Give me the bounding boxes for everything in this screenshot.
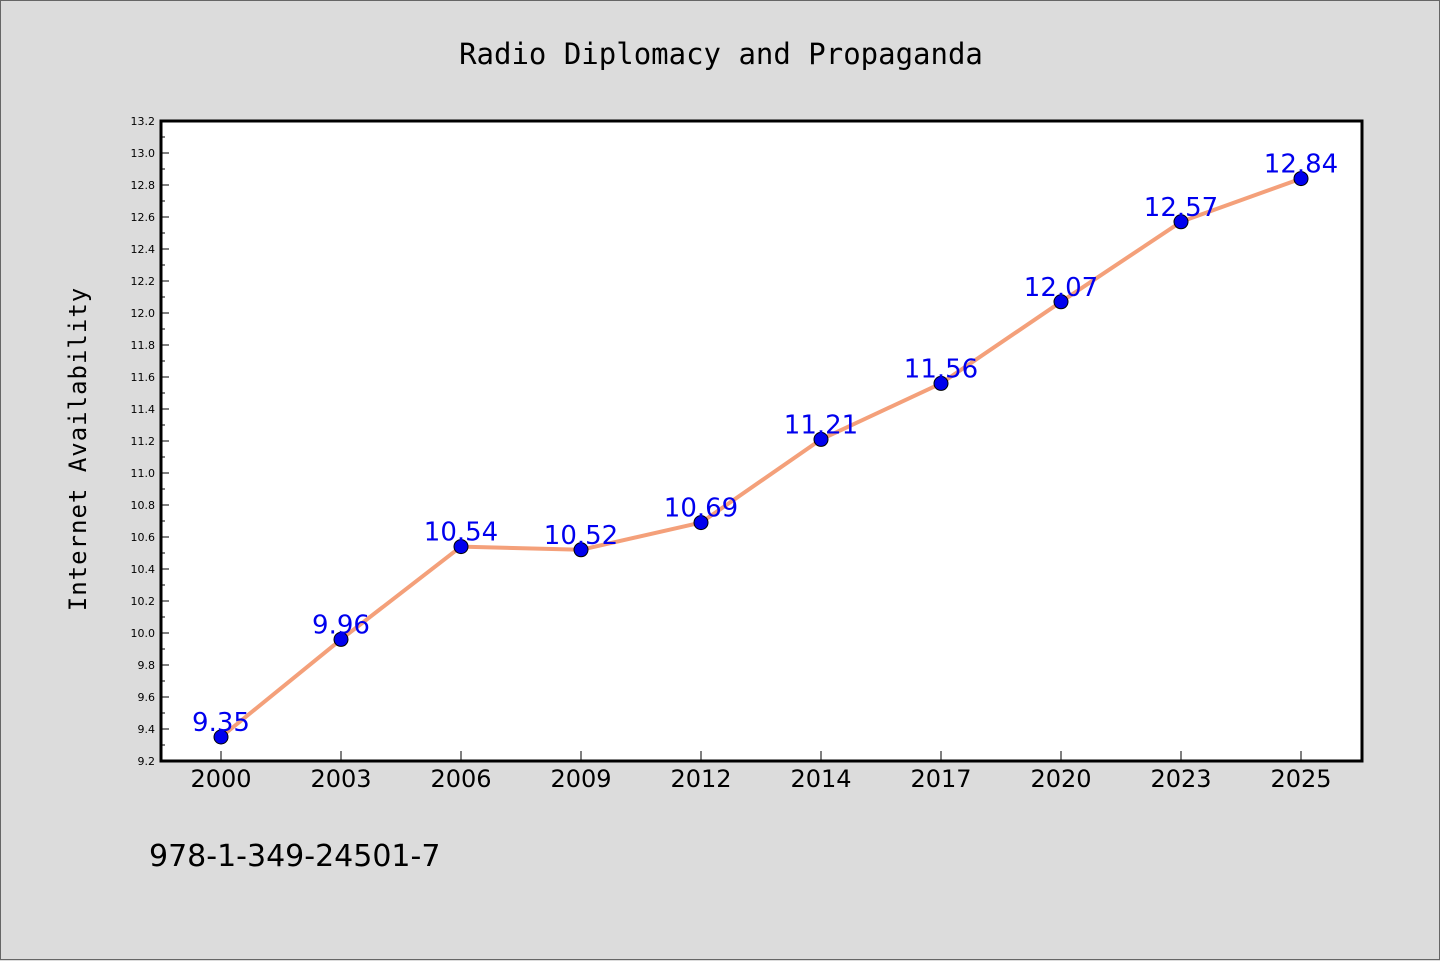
y-tick-label: 12.6 xyxy=(131,211,156,224)
y-tick-label: 12.0 xyxy=(131,307,156,320)
y-tick-label: 10.0 xyxy=(131,627,156,640)
data-point xyxy=(1293,171,1309,187)
data-point xyxy=(693,515,709,531)
data-point xyxy=(1053,294,1069,310)
y-tick-label: 10.8 xyxy=(131,499,156,512)
y-tick-label: 11.6 xyxy=(131,371,156,384)
data-label: 9.35 xyxy=(192,708,250,738)
y-tick-label: 12.2 xyxy=(131,275,156,288)
data-label: 10.69 xyxy=(664,494,738,524)
chart-title: Radio Diplomacy and Propaganda xyxy=(459,37,983,71)
data-label: 12.84 xyxy=(1264,150,1338,180)
data-point xyxy=(333,631,349,647)
x-tick-label: 2020 xyxy=(1030,765,1091,793)
y-tick-label: 10.4 xyxy=(131,563,156,576)
series-layer: 9.35 9.96 10.54 10.52 10.69 11.21 11.56 12.07 12… xyxy=(192,150,1338,745)
data-label: 12.07 xyxy=(1024,273,1098,303)
x-tick-label: 2017 xyxy=(910,765,971,793)
plot-area xyxy=(159,119,1364,763)
data-label: 11.21 xyxy=(784,410,858,440)
y-tick-label: 10.2 xyxy=(131,595,156,608)
data-label: 12.57 xyxy=(1144,193,1218,223)
y-tick-label: 13.2 xyxy=(131,115,156,128)
x-axis-ticks: 2000 2003 2006 2009 2012 2014 2017 2020 2023 2025 xyxy=(190,751,1332,793)
data-point xyxy=(813,431,829,447)
x-tick-label: 2025 xyxy=(1270,765,1331,793)
y-tick-label: 9.6 xyxy=(138,691,156,704)
y-tick-label: 11.8 xyxy=(131,339,156,352)
isbn-text: 978-1-349-24501-7 xyxy=(149,839,440,874)
y-tick-label: 10.6 xyxy=(131,531,156,544)
y-tick-label: 12.8 xyxy=(131,179,156,192)
x-tick-label: 2006 xyxy=(430,765,491,793)
data-point xyxy=(1173,214,1189,230)
y-tick-label: 11.4 xyxy=(131,403,156,416)
y-tick-label: 9.2 xyxy=(138,755,156,768)
y-axis-label: Internet Availability xyxy=(64,287,92,611)
data-label: 10.52 xyxy=(544,521,618,551)
y-tick-label: 12.4 xyxy=(131,243,156,256)
y-tick-label: 9.4 xyxy=(138,723,156,736)
data-label: 11.56 xyxy=(904,354,978,384)
x-tick-label: 2003 xyxy=(310,765,371,793)
data-label: 9.96 xyxy=(312,610,370,640)
data-label: 10.54 xyxy=(424,518,498,548)
y-tick-label: 11.0 xyxy=(131,467,156,480)
data-point xyxy=(213,729,229,745)
x-tick-label: 2012 xyxy=(670,765,731,793)
y-tick-label: 11.2 xyxy=(131,435,156,448)
y-axis-ticks: 9.2 9.4 9.6 9.8 10.0 10.2 10.4 10.6 10.8 11.0 11.2… xyxy=(131,115,169,768)
x-tick-label: 2009 xyxy=(550,765,611,793)
series-line xyxy=(219,176,1303,739)
y-tick-label: 9.8 xyxy=(138,659,156,672)
data-point xyxy=(453,539,469,555)
data-point xyxy=(573,542,589,558)
x-tick-label: 2000 xyxy=(190,765,251,793)
y-tick-label: 13.0 xyxy=(131,147,156,160)
x-tick-label: 2023 xyxy=(1150,765,1211,793)
x-tick-label: 2014 xyxy=(790,765,851,793)
data-point xyxy=(933,375,949,391)
